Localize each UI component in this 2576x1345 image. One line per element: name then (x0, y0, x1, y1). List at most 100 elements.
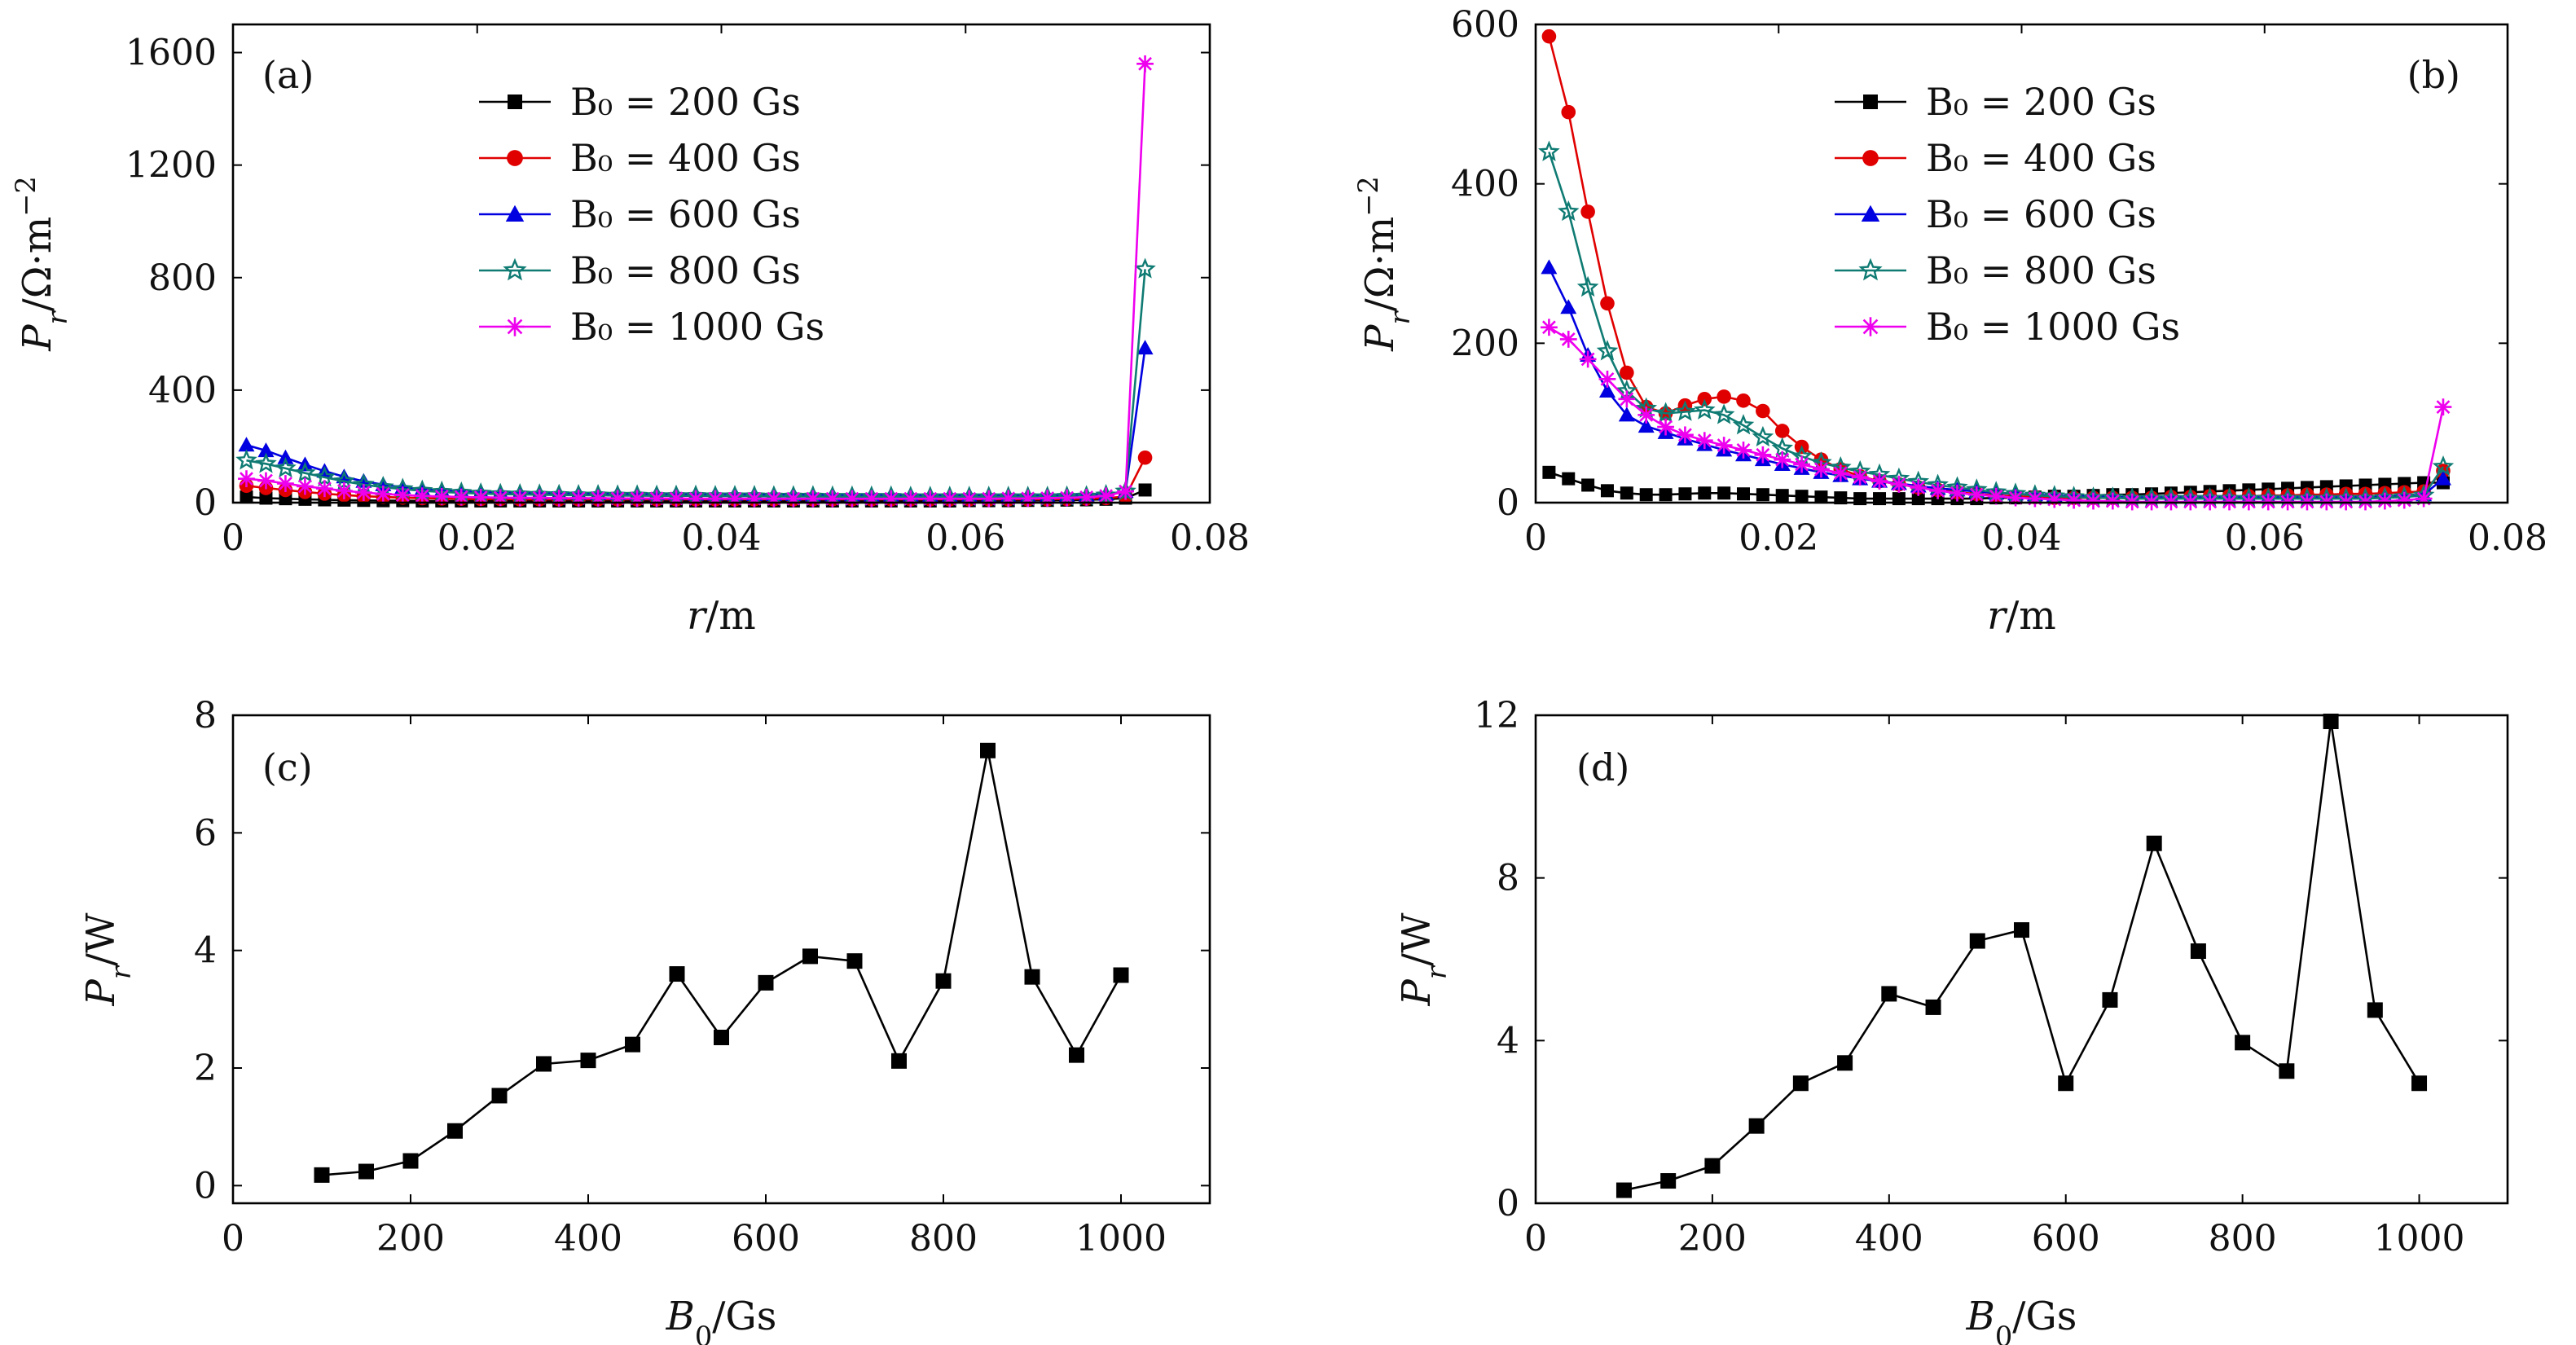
x-tick-label: 400 (554, 1218, 622, 1259)
data-point (1097, 487, 1115, 505)
data-point (824, 490, 842, 508)
data-point (1748, 1118, 1765, 1134)
data-point (589, 490, 607, 507)
data-point (785, 490, 802, 508)
legend-label: B₀ = 800 Gs (570, 248, 801, 292)
legend-marker (505, 317, 525, 336)
x-tick-label: 600 (732, 1218, 800, 1259)
data-point (1600, 296, 1615, 311)
series-2 (238, 340, 1154, 503)
x-tick-label: 0 (1524, 517, 1547, 559)
plot-frame (231, 23, 1211, 504)
data-point (2235, 1035, 2251, 1051)
data-point (1138, 483, 1152, 497)
data-point (452, 488, 470, 506)
data-point (511, 489, 529, 507)
data-point (1136, 340, 1154, 355)
x-tick-label: 0.04 (1982, 517, 2062, 559)
data-point (669, 966, 685, 982)
data-point (1774, 451, 1791, 468)
y-axis-label: Pr/W (78, 912, 137, 1007)
data-point (2046, 490, 2064, 508)
data-point (402, 1153, 419, 1169)
data-point (921, 490, 939, 508)
data-point (1752, 425, 1774, 447)
x-tick-label: 1000 (1075, 1218, 1167, 1259)
data-point (1596, 340, 1619, 361)
data-point (1019, 490, 1037, 508)
panel-a-chart: 0 0.02 0.04 0.06 0.08 0 400 800 1200 1600 (a) r/m Pr… (10, 23, 1250, 639)
data-point (1542, 465, 1556, 479)
data-point (2190, 943, 2206, 960)
data-point (1737, 487, 1751, 501)
data-point (1580, 204, 1595, 219)
x-tick-label: 800 (2209, 1218, 2277, 1259)
legend-label: B₀ = 400 Gs (570, 136, 801, 180)
data-point (536, 1056, 552, 1072)
series-line (1548, 326, 2445, 503)
data-point (277, 475, 294, 492)
data-point (726, 490, 744, 508)
data-point (294, 461, 316, 483)
legend-marker (1863, 95, 1878, 109)
series-line (1548, 266, 2444, 499)
data-point (413, 487, 431, 505)
data-point (1039, 490, 1057, 507)
data-point (846, 953, 863, 969)
data-point (667, 490, 685, 508)
data-point (277, 449, 294, 464)
legend-marker (1861, 317, 1880, 336)
data-point (1058, 489, 1076, 507)
panel-b-chart: 0 0.02 0.04 0.06 0.08 0 200 400 600 (b) r/m Pr/Ω·m−… (1352, 4, 2547, 639)
data-point (1134, 257, 1156, 279)
x-axis-label: B0/Gs (1966, 1294, 2077, 1345)
data-point (980, 490, 998, 508)
data-point (902, 490, 920, 508)
data-point (580, 1053, 596, 1069)
data-point (316, 480, 333, 498)
data-point (1620, 486, 1633, 500)
data-point (1615, 1182, 1632, 1198)
data-point (1637, 406, 1655, 424)
data-point (2065, 491, 2083, 509)
data-point (804, 490, 822, 508)
data-point (1538, 140, 1560, 161)
x-tick-label: 0.06 (925, 517, 1005, 559)
panel-tag: (a) (262, 53, 314, 97)
x-axis-label: r/m (687, 593, 756, 639)
series-2 (1541, 259, 2451, 504)
data-point (2376, 492, 2394, 510)
series-line (246, 269, 1146, 499)
data-point (1560, 299, 1577, 314)
legend-label: B₀ = 200 Gs (1926, 80, 2156, 124)
data-point (1734, 442, 1752, 459)
data-point (1069, 1047, 1084, 1063)
x-tick-label: 0.02 (437, 517, 517, 559)
data-point (1117, 482, 1134, 500)
data-point (1695, 432, 1713, 450)
data-point (1732, 414, 1755, 435)
data-point (2434, 398, 2452, 415)
y-tick-label: 0 (1497, 482, 1519, 524)
data-point (1136, 55, 1154, 73)
data-point (472, 489, 490, 506)
legend-marker (507, 150, 523, 166)
x-tick-label: 600 (2032, 1218, 2100, 1259)
x-tick-label: 0.08 (2468, 517, 2547, 559)
data-point (1814, 490, 1828, 504)
data-point (745, 490, 763, 508)
y-tick-label: 600 (1451, 4, 1519, 46)
data-point (1795, 490, 1809, 503)
data-point (891, 1053, 907, 1069)
data-point (1851, 468, 1869, 486)
y-tick-label: 0 (194, 482, 217, 524)
legend: B₀ = 200 Gs B₀ = 400 Gs B₀ = 600 Gs B₀ = 80… (479, 80, 824, 349)
data-point (2014, 922, 2029, 938)
data-point (758, 974, 774, 991)
data-point (1712, 403, 1735, 424)
data-point (2103, 492, 2121, 510)
data-point (235, 449, 257, 470)
data-point (882, 490, 900, 508)
data-point (1639, 488, 1653, 502)
data-point (802, 948, 818, 965)
